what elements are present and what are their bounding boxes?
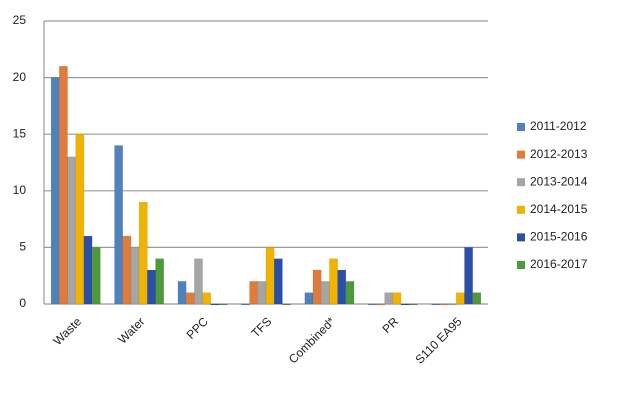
bar xyxy=(155,258,164,305)
bar xyxy=(304,292,314,305)
bar xyxy=(464,247,473,305)
legend-label: 2016-2017 xyxy=(530,257,588,271)
bar xyxy=(241,303,250,306)
y-tick-label: 5 xyxy=(19,240,26,254)
bar xyxy=(312,269,322,305)
bar xyxy=(59,66,68,305)
x-tick-label: Combined* xyxy=(286,314,338,366)
legend-label: 2013-2014 xyxy=(530,174,588,188)
y-tick-label: 15 xyxy=(13,126,27,140)
y-tick-label: 20 xyxy=(13,70,27,84)
legend-label: 2012-2013 xyxy=(530,147,588,161)
bar xyxy=(409,303,418,306)
bar xyxy=(202,292,212,305)
bar xyxy=(345,281,355,305)
bar xyxy=(392,292,402,305)
bar xyxy=(50,77,60,305)
bar xyxy=(447,303,457,306)
bar xyxy=(218,303,228,306)
bar xyxy=(249,281,259,305)
bar xyxy=(273,258,283,305)
x-tick-label: PPC xyxy=(184,314,212,342)
bar xyxy=(456,292,465,305)
bar xyxy=(400,303,410,306)
x-tick-label: Water xyxy=(115,314,147,346)
bar xyxy=(439,303,449,306)
bar xyxy=(83,235,93,305)
legend-swatch xyxy=(517,123,525,131)
x-tick-label: TFS xyxy=(248,314,274,340)
bar xyxy=(384,292,394,305)
bar xyxy=(130,247,140,305)
x-tick-label: Waste xyxy=(50,314,84,348)
bar xyxy=(138,201,148,305)
bar xyxy=(67,156,76,305)
bar xyxy=(265,247,275,305)
y-tick-label: 10 xyxy=(13,183,27,197)
bar xyxy=(431,303,441,306)
bar xyxy=(210,303,220,306)
x-tick-label: S110 EA95 xyxy=(412,314,464,366)
legend-swatch xyxy=(517,150,525,159)
bar xyxy=(368,303,377,306)
legend-label: 2015-2016 xyxy=(530,230,588,244)
legend-swatch xyxy=(517,261,525,269)
bar xyxy=(337,269,347,305)
bar xyxy=(282,303,291,306)
bar xyxy=(329,258,338,305)
legend-label: 2014-2015 xyxy=(530,202,588,216)
bar xyxy=(472,292,482,305)
bar xyxy=(320,281,330,305)
bar xyxy=(177,281,187,305)
legend-swatch xyxy=(517,178,525,187)
bar xyxy=(75,133,85,305)
bar xyxy=(147,269,156,305)
bar xyxy=(257,281,267,305)
legend-swatch xyxy=(517,233,525,242)
bar xyxy=(91,247,101,305)
bar xyxy=(194,258,203,305)
bar xyxy=(114,145,123,305)
x-tick-label: PR xyxy=(380,314,402,336)
y-tick-label: 0 xyxy=(19,296,26,310)
bar xyxy=(376,303,385,306)
y-tick-label: 25 xyxy=(13,13,27,27)
legend-label: 2011-2012 xyxy=(530,119,587,133)
legend-swatch xyxy=(517,205,525,214)
bar xyxy=(122,235,132,305)
bar xyxy=(185,292,195,305)
